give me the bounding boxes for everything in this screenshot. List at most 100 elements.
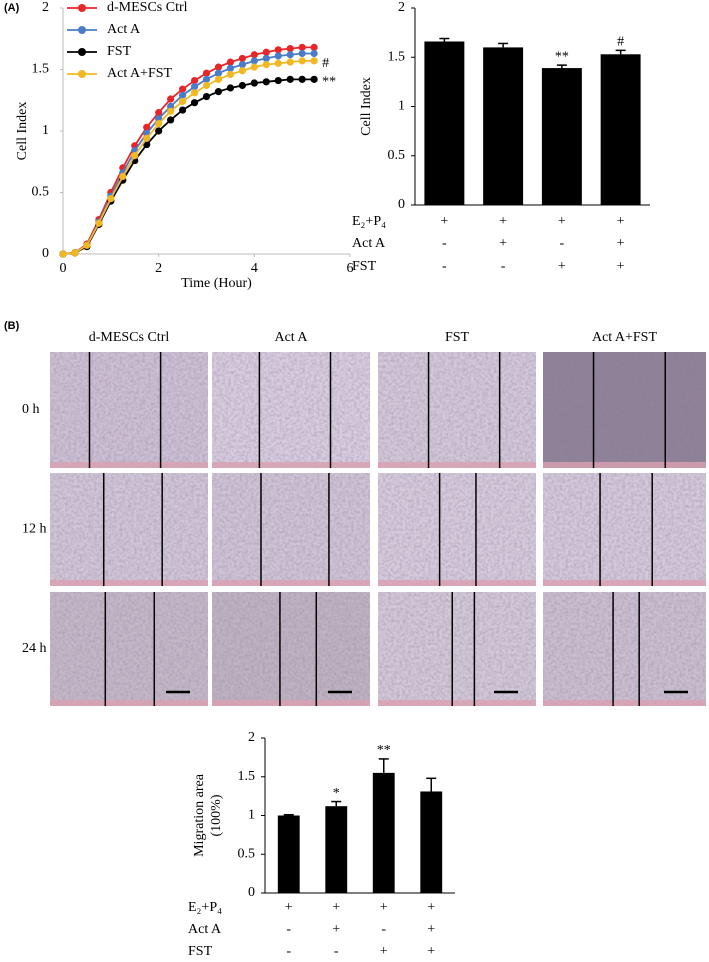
series-point xyxy=(274,59,282,67)
micrograph-strip xyxy=(378,700,536,706)
micrograph-strip xyxy=(543,580,706,586)
micrograph-texture xyxy=(50,592,208,706)
series-point xyxy=(71,249,79,257)
bar xyxy=(325,806,348,893)
condition-sign: - xyxy=(560,236,565,251)
legend-swatch xyxy=(78,26,86,34)
series-point xyxy=(262,48,270,56)
micrograph-texture xyxy=(378,473,536,586)
x-tick-label: 2 xyxy=(155,261,162,276)
micrograph-texture xyxy=(212,592,370,706)
x-axis-label: Time (Hour) xyxy=(181,276,252,291)
bar xyxy=(420,791,443,893)
legend-swatch xyxy=(78,70,86,78)
series-point xyxy=(178,106,187,114)
legend-label: Act A xyxy=(107,22,141,37)
bar xyxy=(424,41,465,205)
condition-sign: + xyxy=(380,944,388,959)
series-point xyxy=(298,75,306,83)
series-point xyxy=(214,75,223,83)
micrograph-strip xyxy=(212,580,370,586)
series-point xyxy=(190,89,199,97)
y-axis-label: Cell Index xyxy=(15,102,30,161)
micrograph-texture xyxy=(543,473,706,586)
y-tick-label: 1.5 xyxy=(32,62,50,77)
series-point xyxy=(143,123,151,131)
y-tick-label: 0.5 xyxy=(238,846,256,861)
condition-sign: - xyxy=(442,259,447,274)
condition-label: E₂+P₄ xyxy=(188,900,222,915)
series-point xyxy=(155,127,163,135)
condition-sign: + xyxy=(558,214,566,229)
condition-sign: + xyxy=(499,236,507,251)
micrograph-texture xyxy=(378,592,536,706)
y-axis-label: (100%) xyxy=(209,794,224,836)
condition-sign: - xyxy=(334,944,339,959)
micrograph-texture xyxy=(378,352,536,468)
series-point xyxy=(250,51,258,59)
condition-sign: + xyxy=(380,900,388,915)
series-point xyxy=(190,99,199,107)
series-point xyxy=(238,60,246,69)
row-label: 12 h xyxy=(22,522,47,537)
bar xyxy=(483,47,524,206)
series-line xyxy=(62,46,315,255)
series-point xyxy=(202,75,211,83)
series-point xyxy=(143,134,151,142)
y-tick-label: 2 xyxy=(398,0,405,15)
condition-sign: + xyxy=(499,214,507,229)
series-point xyxy=(143,140,151,149)
condition-sign: + xyxy=(427,900,435,915)
series-point xyxy=(83,241,91,249)
panel-label: (B) xyxy=(4,320,20,332)
y-tick-label: 0 xyxy=(42,246,49,261)
row-label: 24 h xyxy=(22,641,47,656)
condition-sign: + xyxy=(332,922,340,937)
condition-sign: + xyxy=(427,922,435,937)
significance-mark: ** xyxy=(555,49,569,64)
condition-sign: + xyxy=(617,259,625,274)
bar xyxy=(541,68,582,206)
condition-sign: - xyxy=(501,259,506,274)
series-point xyxy=(131,152,139,160)
series-point xyxy=(238,54,246,63)
series-point xyxy=(298,49,306,58)
series-point xyxy=(262,60,270,69)
micrograph-strip xyxy=(543,462,706,468)
y-tick-label: 1 xyxy=(248,808,255,823)
series-point xyxy=(155,108,163,117)
series-point xyxy=(167,102,175,110)
legend-label: FST xyxy=(107,44,132,59)
series-line xyxy=(62,59,315,255)
column-header: Act A+FST xyxy=(592,330,658,345)
micrograph-strip xyxy=(212,462,370,468)
micrograph-strip xyxy=(378,580,536,586)
end-label: # xyxy=(322,56,329,71)
micrograph-strip xyxy=(378,462,536,468)
bar xyxy=(277,815,300,893)
series-point xyxy=(274,76,282,85)
y-tick-label: 0.5 xyxy=(388,148,406,163)
series-point xyxy=(178,91,187,99)
series-point xyxy=(155,120,163,128)
y-tick-label: 0 xyxy=(248,885,255,900)
y-tick-label: 0 xyxy=(398,197,405,212)
y-tick-label: 2 xyxy=(248,730,255,745)
y-tick-label: 2 xyxy=(42,0,49,15)
x-tick-label: 6 xyxy=(347,261,354,276)
row-label: 0 h xyxy=(22,402,40,417)
series-point xyxy=(190,83,199,91)
series-point xyxy=(310,75,318,83)
series-point xyxy=(167,107,175,115)
condition-label: Act A xyxy=(352,236,386,251)
series-point xyxy=(310,49,318,58)
legend-swatch xyxy=(78,48,86,56)
condition-sign: - xyxy=(381,922,386,937)
series-point xyxy=(59,250,67,258)
micrograph-texture xyxy=(50,473,208,586)
condition-sign: + xyxy=(617,236,625,251)
condition-label: Act A xyxy=(188,922,222,937)
series-point xyxy=(238,81,246,90)
bar xyxy=(600,54,641,205)
series-point xyxy=(202,92,211,101)
